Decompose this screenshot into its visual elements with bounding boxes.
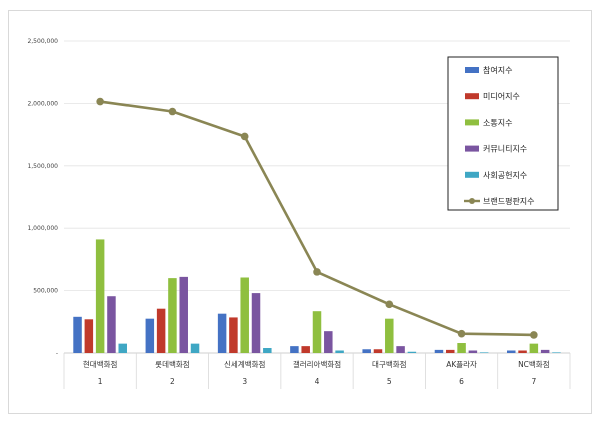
bar [479,352,489,353]
bar [179,276,188,353]
bar [324,331,333,353]
bar [118,343,127,353]
bars [73,239,561,353]
y-tick-label: 1,500,000 [27,163,58,170]
bar [251,293,261,353]
line-point [240,132,249,141]
bar [457,343,466,353]
x-category-label: AK플라자 [446,360,477,369]
x-category-label: 현대백화점 [83,359,118,369]
bar [73,316,82,353]
x-category-number: 6 [459,377,464,386]
bar [95,239,105,353]
bar [407,351,417,353]
x-axis: 현대백화점 1 롯데백화점 2 신세계백화점 3 갤러리아백화점 4 대구백화점 5 AK플라자 6 N… [63,353,571,389]
bar [373,349,383,353]
y-tick-label: 500,000 [33,288,58,295]
bar [156,308,166,353]
y-tick-label: 1,000,000 [27,225,58,232]
legend-label: 사회공헌지수 [483,171,527,180]
bar [145,318,155,353]
legend-label: 커뮤니티지수 [483,144,527,154]
legend-box [447,56,559,211]
x-category-label: 갤러리아백화점 [293,359,341,369]
x-category-label: 대구백화점 [372,359,407,369]
bar [168,278,177,353]
line-point [385,300,394,309]
legend-swatch [465,67,479,73]
y-tick-label: 2,500,000 [27,38,58,45]
legend-swatch [465,145,479,152]
bar [312,311,322,353]
bar [240,277,249,353]
bar [518,350,527,353]
legend-swatch [465,93,479,100]
bar [468,350,478,353]
x-category-label: 롯데백화점 [155,359,190,369]
x-category-number: 5 [387,377,392,386]
legend-label: 미디어지수 [483,91,520,101]
bar [396,346,405,353]
bar [107,296,116,353]
legend-swatch [465,171,479,178]
line-point [168,107,177,116]
line-series [96,97,538,339]
bar [385,318,394,353]
x-category-number: 4 [315,377,320,386]
line-point [457,329,466,338]
bar [84,319,94,353]
x-category-number: 3 [242,377,247,386]
bar [507,350,516,353]
bar [335,350,344,353]
line-point [96,97,104,106]
legend-label: 소통지수 [483,118,512,127]
bar [229,317,238,353]
bar [263,348,272,353]
x-category-number: 1 [98,377,103,386]
x-category-label: 신세계백화점 [224,359,265,369]
x-category-number: 2 [170,377,175,386]
bar [290,346,299,353]
bar [217,313,227,353]
bar [190,343,200,353]
bar [446,349,455,353]
legend-swatch [465,119,479,126]
y-tick-label: - [56,350,58,357]
legend-label: 참여지수 [483,65,512,75]
y-tick-label: 2,000,000 [27,100,58,107]
line-point [530,331,538,339]
bar [434,349,444,353]
bar [552,352,561,353]
line-point [313,268,321,276]
legend-label: 브랜드평판지수 [483,196,535,206]
legend-marker [469,198,475,204]
bar [362,349,371,353]
bar [540,349,550,353]
x-category-number: 7 [531,377,536,386]
y-axis: - 500,000 1,000,000 1,500,000 2,000,000 2,500… [27,38,58,357]
x-category-label: NC백화점 [518,359,550,369]
bar [301,346,310,353]
bar [529,343,539,353]
